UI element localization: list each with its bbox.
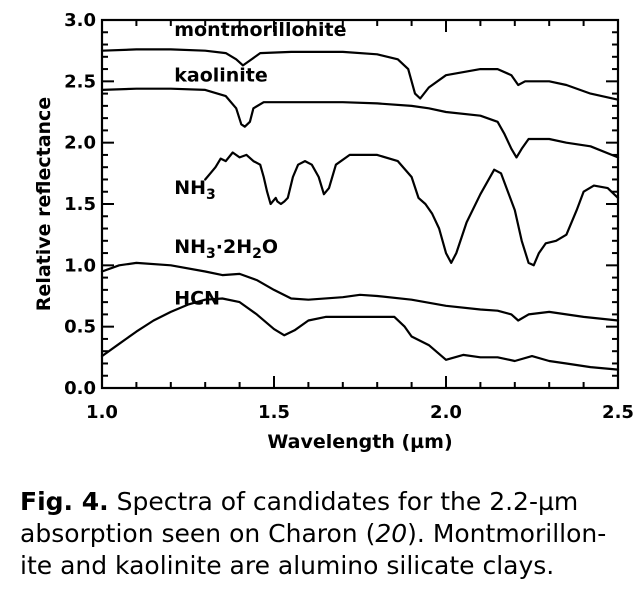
y-tick-label: 1.5 <box>64 194 96 215</box>
spectra-chart: 1.0 1.5 2.0 2.5 0.0 0.5 1.0 1.5 2.0 2.5 3.0 montmo… <box>33 10 634 453</box>
y-tick-label: 3.0 <box>64 10 96 31</box>
plot-area <box>100 48 620 371</box>
y-tick-label: 1.0 <box>64 255 96 276</box>
axis-tick-labels: 1.0 1.5 2.0 2.5 0.0 0.5 1.0 1.5 2.0 2.5 3.0 <box>64 10 634 423</box>
y-tick-label: 0.0 <box>64 378 96 399</box>
x-axis-title: Wavelength (µm) <box>267 431 452 453</box>
series-label-montmorillonite: montmorillonite <box>174 19 346 41</box>
series-label-hcn: HCN <box>174 288 220 310</box>
caption-text-after-ref: ). Montmorillon-ite and kaolinite are al… <box>20 519 607 580</box>
caption-figure-label: Fig. 4. <box>20 487 109 516</box>
caption-reference: 20 <box>375 519 408 548</box>
series-label-nh3-2h2o: NH3·2H2O <box>174 236 278 262</box>
series-line-kaolinite <box>100 87 620 159</box>
axis-ticks <box>101 19 619 389</box>
series-line-nh3-2h2o <box>100 261 620 322</box>
figure-caption: Fig. 4. Spectra of candidates for the 2.… <box>20 486 630 582</box>
series-line-montmorillonite <box>100 48 620 101</box>
series-line-hcn <box>100 297 620 371</box>
series-label-nh3: NH3 <box>174 177 216 203</box>
caption-text-before-ref: Spectra of candidates for the 2.2-µm abs… <box>20 487 579 548</box>
series-labels: montmorillonite kaolinite NH3 NH3·2H2O HCN <box>174 19 346 310</box>
x-tick-label: 2.5 <box>602 402 634 423</box>
y-tick-label: 0.5 <box>64 317 96 338</box>
series-line-nh3 <box>204 151 620 267</box>
x-tick-label: 1.0 <box>86 402 118 423</box>
x-tick-label: 1.5 <box>258 402 290 423</box>
y-tick-label: 2.0 <box>64 133 96 154</box>
y-axis-title: Relative reflectance <box>33 97 55 311</box>
series-label-kaolinite: kaolinite <box>174 64 268 86</box>
y-tick-label: 2.5 <box>64 71 96 92</box>
x-tick-label: 2.0 <box>430 402 462 423</box>
